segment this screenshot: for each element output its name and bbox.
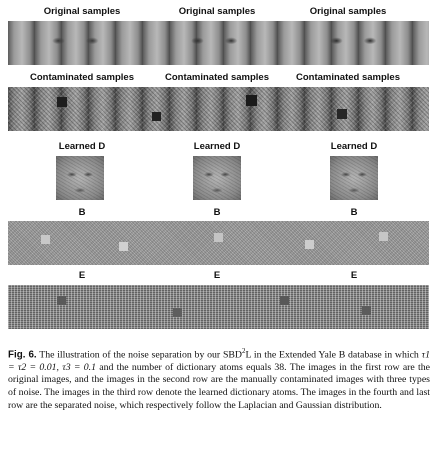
contaminated-samples-label-2: Contaminated samples [165,72,269,83]
contaminated-samples-label-1: Contaminated samples [30,72,134,83]
figure-caption: Fig. 6. The illustration of the noise se… [8,345,430,412]
caption-text-1: The illustration of the noise separation… [36,349,243,361]
separated-noise-b-strip [8,221,429,265]
original-samples-label-1: Original samples [43,6,121,17]
e-label-2: E [213,270,221,281]
b-label-3: B [350,207,358,218]
original-samples-label-2: Original samples [178,6,256,17]
b-label-1: B [78,207,86,218]
original-samples-label-3: Original samples [309,6,387,17]
learned-d-label-2: Learned D [193,141,241,152]
separated-noise-e-strip [8,285,429,329]
original-samples-strip [8,21,429,65]
figure-6: Original samples Original samples Origin… [8,6,429,329]
learned-dictionary-atom-3 [330,156,378,200]
caption-text-2: L in the Extended Yale B database in whi… [245,349,422,361]
learned-dictionary-atom-2 [193,156,241,200]
b-label-2: B [213,207,221,218]
contaminated-samples-strip [8,87,429,131]
e-label-1: E [78,270,86,281]
learned-d-label-3: Learned D [330,141,378,152]
e-label-3: E [350,270,358,281]
figure-label: Fig. 6. [8,349,37,361]
learned-dictionary-atom-1 [56,156,104,200]
learned-d-label-1: Learned D [58,141,106,152]
contaminated-samples-label-3: Contaminated samples [296,72,400,83]
caption-math: τ1 = τ2 = 0.01, τ3 = 0.1 [8,349,430,373]
caption-text-3: and the number of dictionary atoms equal… [8,361,430,411]
caption-superscript: 2 [242,347,246,355]
